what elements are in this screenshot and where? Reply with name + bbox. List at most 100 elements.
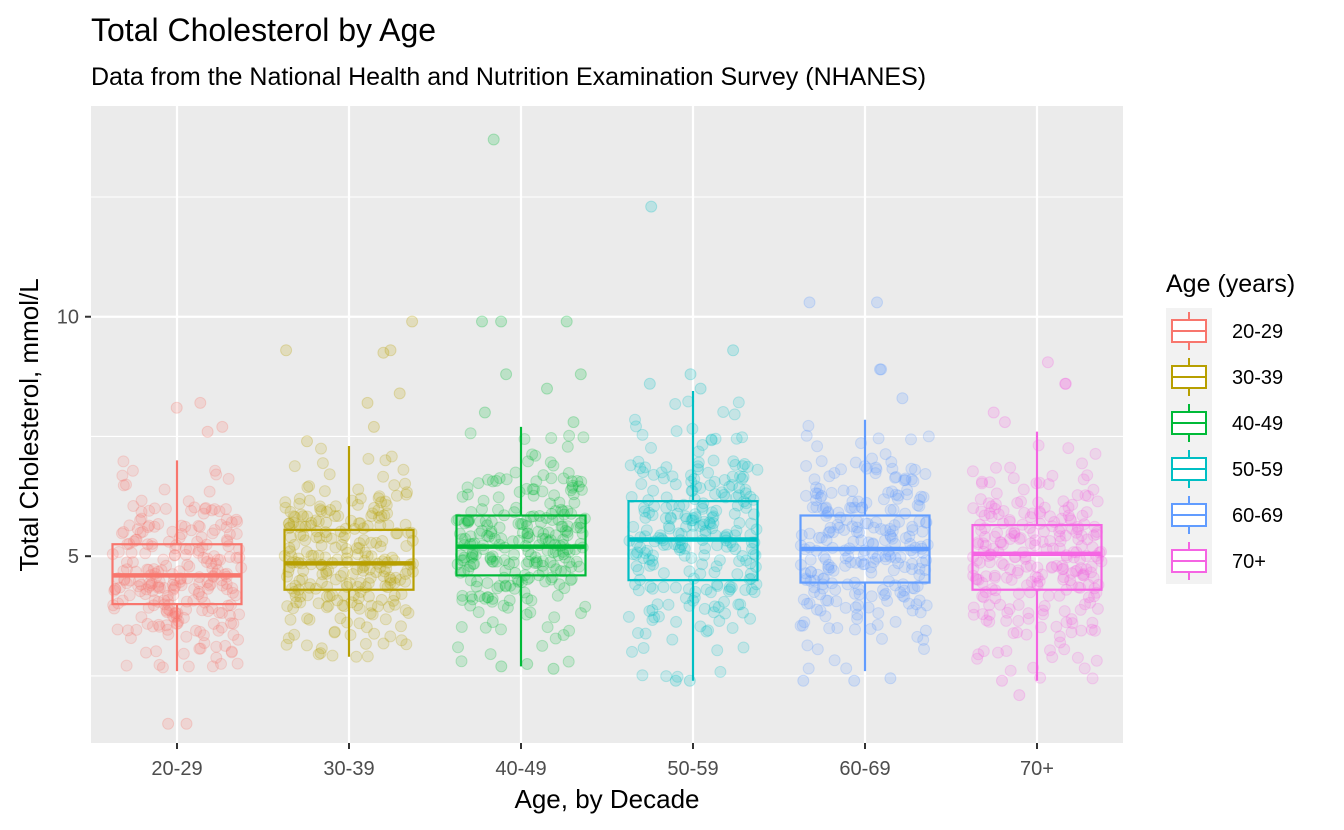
data-point xyxy=(545,432,558,444)
data-point xyxy=(831,518,844,531)
data-point xyxy=(352,483,365,496)
data-point xyxy=(351,599,364,612)
data-point xyxy=(1056,563,1069,576)
data-point xyxy=(1032,439,1045,452)
data-point xyxy=(220,521,233,534)
data-point xyxy=(996,538,1009,551)
data-point xyxy=(293,492,306,505)
data-point xyxy=(159,502,172,515)
data-point xyxy=(709,432,722,445)
outlier-point xyxy=(393,387,406,400)
data-point xyxy=(126,556,139,569)
data-point xyxy=(994,598,1007,611)
data-point xyxy=(801,639,814,652)
data-point xyxy=(301,481,314,494)
data-point xyxy=(820,534,833,547)
data-point xyxy=(566,479,579,492)
data-point xyxy=(805,566,817,579)
data-point xyxy=(140,646,152,659)
data-point xyxy=(516,518,529,531)
data-point xyxy=(116,469,129,482)
jitter-points xyxy=(106,133,1108,730)
data-point xyxy=(324,504,337,516)
data-point xyxy=(748,586,761,599)
data-point xyxy=(544,534,557,547)
data-point xyxy=(153,658,166,671)
data-point xyxy=(300,545,313,558)
data-point xyxy=(387,594,400,607)
data-point xyxy=(140,583,153,596)
data-point xyxy=(179,520,192,533)
data-point xyxy=(117,455,130,468)
data-point xyxy=(1012,564,1025,577)
data-point xyxy=(819,553,832,566)
data-point xyxy=(366,507,379,520)
legend-label: 30-39 xyxy=(1232,367,1283,389)
data-point xyxy=(985,500,998,513)
data-point xyxy=(882,486,895,499)
data-point xyxy=(698,549,711,562)
data-point xyxy=(558,582,571,595)
data-point xyxy=(1057,495,1070,508)
data-point xyxy=(353,602,366,615)
data-point xyxy=(879,587,892,600)
data-point xyxy=(468,557,481,570)
data-point xyxy=(639,461,652,474)
data-point xyxy=(660,501,673,514)
data-point xyxy=(666,633,679,646)
data-point xyxy=(1046,651,1059,664)
data-point xyxy=(150,645,163,658)
data-point xyxy=(284,505,297,518)
data-point xyxy=(804,565,817,578)
data-point xyxy=(919,624,932,637)
data-point xyxy=(199,502,212,515)
data-point xyxy=(384,573,397,586)
x-tick-label: 20-29 xyxy=(151,758,202,780)
data-point xyxy=(1031,577,1044,590)
data-point xyxy=(227,628,240,641)
data-point xyxy=(680,520,693,533)
data-point xyxy=(565,507,578,520)
data-point xyxy=(970,573,983,586)
data-point xyxy=(1046,560,1059,573)
data-point xyxy=(714,665,727,678)
data-point xyxy=(729,543,742,556)
outlier-point xyxy=(884,672,897,685)
data-point xyxy=(524,510,537,523)
data-point xyxy=(884,529,897,541)
data-point xyxy=(193,520,206,533)
data-point xyxy=(504,579,517,592)
data-point xyxy=(486,616,499,629)
data-point xyxy=(741,460,754,473)
data-point xyxy=(666,499,678,512)
data-point xyxy=(156,661,169,674)
data-point xyxy=(141,617,154,630)
data-point xyxy=(913,493,926,506)
data-point xyxy=(462,516,474,529)
data-point xyxy=(161,589,174,602)
data-point xyxy=(167,589,180,602)
data-point xyxy=(315,442,327,455)
data-point xyxy=(160,559,173,572)
data-point xyxy=(1065,626,1078,639)
data-point xyxy=(162,628,175,641)
data-point xyxy=(287,602,300,615)
data-point xyxy=(230,527,243,540)
data-point xyxy=(213,606,226,619)
data-point xyxy=(282,632,295,645)
data-point xyxy=(320,565,333,578)
data-point xyxy=(657,472,670,485)
data-point xyxy=(724,583,736,596)
data-point xyxy=(967,601,980,614)
data-point xyxy=(1080,563,1093,576)
data-point xyxy=(915,490,928,503)
data-point xyxy=(208,524,221,536)
data-point xyxy=(694,520,706,532)
data-point xyxy=(901,483,914,496)
data-point xyxy=(529,449,542,462)
data-point xyxy=(851,608,864,621)
data-point xyxy=(559,524,572,537)
data-point xyxy=(310,514,322,527)
data-point xyxy=(1015,495,1027,508)
data-point xyxy=(547,559,560,572)
